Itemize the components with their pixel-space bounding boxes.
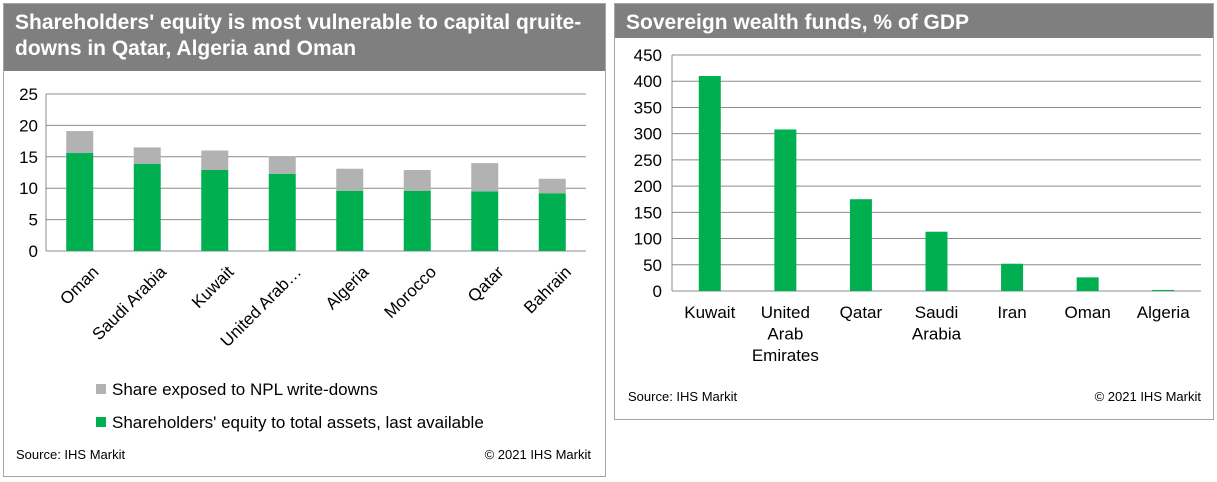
equity-bar	[268, 173, 296, 251]
chart-source: Source: IHS Markit	[16, 447, 126, 462]
npl-exposure-bar	[268, 156, 296, 174]
equity-bar	[133, 163, 161, 251]
y-tick-label: 10	[19, 179, 38, 198]
y-tick-label: 50	[643, 256, 662, 275]
chart-copyright: © 2021 IHS Markit	[484, 447, 591, 462]
npl-exposure-bar	[66, 131, 94, 154]
equity-bar	[336, 190, 364, 251]
x-category-label: Qatar	[840, 303, 883, 322]
y-tick-label: 25	[19, 85, 38, 104]
x-category-label: Bahrain	[520, 262, 575, 317]
right-chart-panel: Sovereign wealth funds, % of GDP 0 50 100 1…	[614, 3, 1214, 420]
npl-exposure-bar	[538, 178, 566, 194]
npl-exposure-bar	[471, 163, 499, 192]
y-tick-label: 300	[634, 125, 662, 144]
x-category-label: Kuwait	[188, 262, 238, 312]
fund-bar	[925, 231, 948, 291]
x-category-label: Kuwait	[684, 303, 735, 322]
fund-bar	[698, 75, 721, 291]
equity-bar	[66, 153, 94, 251]
equity-bar	[201, 169, 229, 251]
chart-title: Sovereign wealth funds, % of GDP	[615, 4, 1213, 38]
x-category-label: United Arab Emirates	[752, 303, 819, 365]
x-category-label: Oman	[1064, 303, 1110, 322]
y-tick-label: 0	[29, 242, 38, 261]
equity-bar	[403, 190, 431, 251]
fund-bar	[774, 129, 797, 291]
chart-title: Shareholders' equity is most vulnerable …	[4, 4, 605, 71]
fund-bar	[1152, 289, 1175, 291]
x-category-label: Morocco	[381, 262, 441, 322]
equity-bar	[538, 193, 566, 251]
x-category-label: Oman	[56, 262, 102, 308]
y-tick-label: 400	[634, 72, 662, 91]
legend-label: Shareholders' equity to total assets, la…	[112, 413, 484, 432]
x-category-label: Algeria	[1137, 303, 1190, 322]
y-tick-label: 15	[19, 148, 38, 167]
y-tick-label: 0	[653, 282, 662, 301]
fund-bar	[1001, 263, 1024, 291]
equity-bar	[471, 191, 499, 251]
y-tick-label: 150	[634, 203, 662, 222]
legend-swatch	[96, 384, 106, 394]
npl-exposure-bar	[403, 169, 431, 191]
legend-swatch	[96, 417, 106, 427]
fund-bar	[849, 199, 872, 291]
fund-bar	[1076, 277, 1099, 291]
y-tick-label: 20	[19, 116, 38, 135]
y-tick-label: 200	[634, 177, 662, 196]
npl-exposure-bar	[201, 150, 229, 170]
y-tick-label: 250	[634, 151, 662, 170]
y-tick-label: 350	[634, 98, 662, 117]
chart-source: Source: IHS Markit	[628, 389, 738, 404]
bar-chart: 0 50 100 150 200 250 300 350 400 450 Kuwait United A…	[634, 46, 1201, 365]
npl-exposure-bar	[133, 147, 161, 164]
chart-copyright: © 2021 IHS Markit	[1094, 389, 1201, 404]
x-category-label: Iran	[997, 303, 1026, 322]
y-tick-label: 450	[634, 46, 662, 65]
x-category-label: Qatar	[464, 262, 508, 306]
y-tick-label: 5	[29, 211, 38, 230]
y-tick-label: 100	[634, 230, 662, 249]
x-category-label: Saudi Arabia	[912, 303, 962, 344]
legend-label: Share exposed to NPL write-downs	[112, 380, 378, 399]
x-category-label: Algeria	[322, 262, 373, 313]
left-chart-panel: Shareholders' equity is most vulnerable …	[3, 3, 606, 477]
npl-exposure-bar	[336, 168, 364, 191]
